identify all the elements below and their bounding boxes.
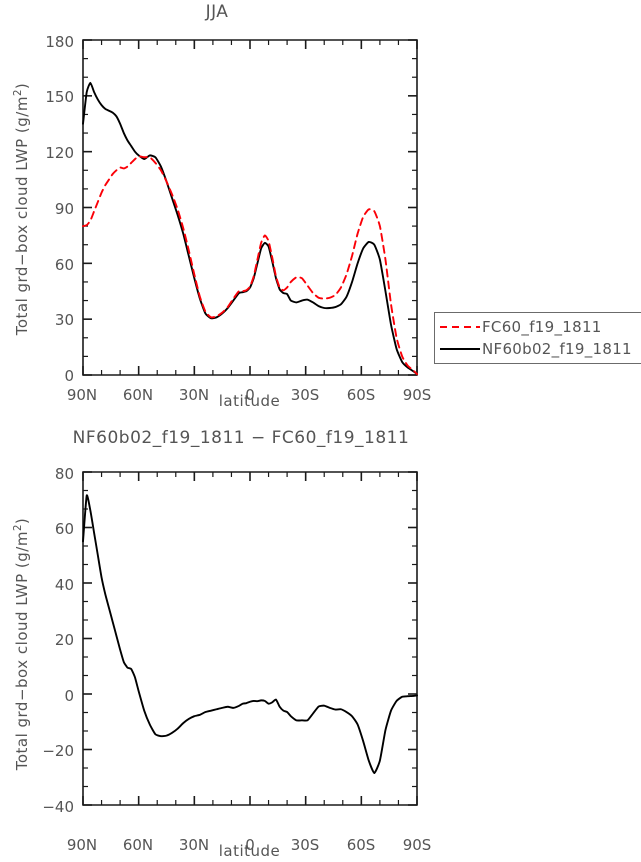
legend: FC60_f19_1811 NF60b02_f19_1811 xyxy=(434,312,641,364)
bottom-x-tick-label: 90S xyxy=(402,836,432,854)
bottom-chart-title: NF60b02_f19_1811 − FC60_f19_1811 xyxy=(72,428,410,448)
top-chart-x-axis-label: latitude xyxy=(218,392,281,410)
legend-label: NF60b02_f19_1811 xyxy=(482,340,632,358)
legend-line-swatch-dashed xyxy=(439,321,481,333)
bottom-y-tick-label: 20 xyxy=(54,631,74,649)
bottom-chart-plot-area xyxy=(82,471,418,806)
legend-entry: FC60_f19_1811 xyxy=(439,316,641,338)
top-y-tick-label: 90 xyxy=(54,200,74,218)
bottom-y-tick-label: −20 xyxy=(42,742,74,760)
top-x-tick-label: 90N xyxy=(66,386,98,404)
top-chart-plot-area xyxy=(82,39,418,376)
bottom-chart-panel: NF60b02_f19_1811 − FC60_f19_1811 Total g… xyxy=(0,420,641,862)
top-y-tick-label: 120 xyxy=(45,144,74,162)
bottom-y-tick-label: 40 xyxy=(54,576,74,594)
top-x-tick-label: 0 xyxy=(245,386,255,404)
bottom-x-tick-label: 0 xyxy=(245,836,255,854)
bottom-x-tick-label: 60N xyxy=(122,836,154,854)
bottom-y-tick-label: 80 xyxy=(54,465,74,483)
top-y-tick-label: 0 xyxy=(64,367,74,385)
bottom-y-tick-label: 0 xyxy=(64,687,74,705)
bottom-x-tick-label: 60S xyxy=(346,836,376,854)
bottom-x-tick-label: 30N xyxy=(178,836,210,854)
legend-entry: NF60b02_f19_1811 xyxy=(439,338,641,360)
top-chart-title: JJA xyxy=(205,2,229,22)
bottom-y-tick-label: −40 xyxy=(42,798,74,816)
top-x-tick-label: 30N xyxy=(178,386,210,404)
legend-line-swatch-solid xyxy=(439,343,481,355)
top-y-tick-label: 30 xyxy=(54,311,74,329)
bottom-y-tick-label: 60 xyxy=(54,520,74,538)
top-x-tick-label: 30S xyxy=(290,386,320,404)
legend-label: FC60_f19_1811 xyxy=(482,318,602,336)
top-x-tick-label: 90S xyxy=(402,386,432,404)
top-x-tick-label: 60N xyxy=(122,386,154,404)
top-y-tick-label: 150 xyxy=(45,88,74,106)
top-y-tick-label: 60 xyxy=(54,256,74,274)
top-y-tick-label: 180 xyxy=(45,33,74,51)
top-chart-panel: JJA Total grd−box cloud LWP (g/m2) latit… xyxy=(0,0,641,420)
top-x-tick-label: 60S xyxy=(346,386,376,404)
bottom-chart-x-axis-label: latitude xyxy=(218,842,281,860)
bottom-x-tick-label: 90N xyxy=(66,836,98,854)
bottom-x-tick-label: 30S xyxy=(290,836,320,854)
